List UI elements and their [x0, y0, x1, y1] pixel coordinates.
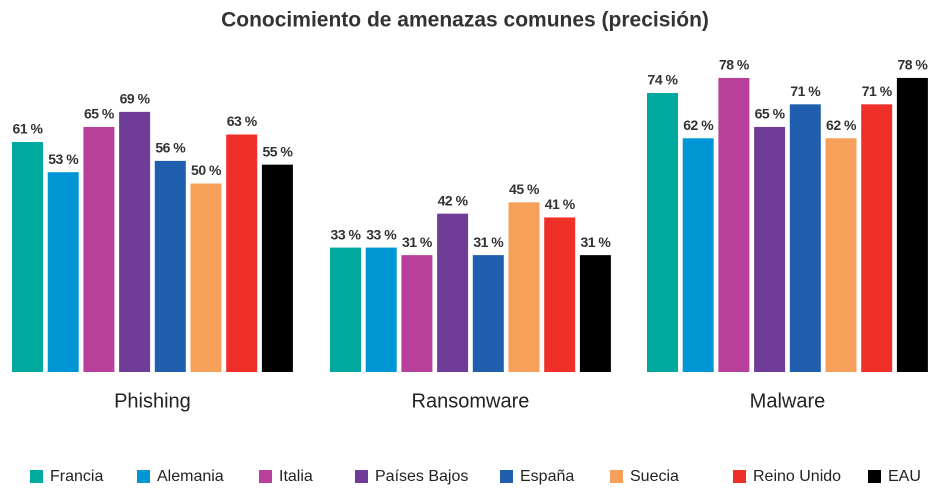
- data-label: 74 %: [648, 72, 679, 88]
- bar: [472, 255, 504, 372]
- data-label: 55 %: [262, 143, 293, 159]
- legend-label: Italia: [279, 468, 313, 485]
- bar: [401, 255, 433, 372]
- bar: [754, 126, 786, 372]
- data-label: 31 %: [473, 234, 504, 250]
- legend-swatch: [355, 470, 368, 483]
- data-label: 61 %: [13, 121, 44, 137]
- x-tick-label: Malware: [750, 390, 826, 412]
- bar: [789, 104, 821, 372]
- data-label: 62 %: [826, 117, 857, 133]
- legend-label: EAU: [888, 468, 921, 485]
- legend-swatch: [259, 470, 272, 483]
- legend-swatch: [500, 470, 513, 483]
- legend-swatch: [610, 470, 623, 483]
- data-label: 69 %: [120, 91, 151, 107]
- bar: [83, 126, 115, 372]
- bar: [261, 164, 293, 372]
- bar: [190, 183, 222, 372]
- chart-title: Conocimiento de amenazas comunes (precis…: [221, 9, 709, 32]
- legend-swatch: [137, 470, 150, 483]
- legend-label: Francia: [50, 468, 103, 485]
- bar: [861, 104, 893, 372]
- bar: [718, 77, 750, 372]
- data-label: 53 %: [48, 151, 79, 167]
- bar: [47, 172, 79, 372]
- data-label: 33 %: [366, 226, 397, 242]
- data-label: 33 %: [331, 226, 362, 242]
- legend-label: España: [520, 468, 574, 485]
- bar: [647, 93, 678, 373]
- legend-swatch: [868, 470, 881, 483]
- bar: [544, 217, 576, 372]
- bar: [579, 255, 611, 372]
- data-label: 42 %: [438, 192, 469, 208]
- legend-swatch: [733, 470, 746, 483]
- legend-label: Alemania: [157, 468, 224, 485]
- bar: [119, 111, 151, 373]
- data-label: 71 %: [862, 83, 893, 99]
- data-label: 56 %: [155, 140, 186, 156]
- bar: [330, 247, 361, 372]
- bar: [437, 213, 469, 372]
- bar: [896, 77, 928, 372]
- bar: [12, 142, 43, 372]
- bar: [508, 202, 540, 372]
- data-label: 65 %: [755, 106, 786, 122]
- bar: [365, 247, 397, 372]
- data-label: 62 %: [683, 117, 714, 133]
- bar: [825, 138, 857, 372]
- data-label: 78 %: [719, 57, 750, 73]
- legend-swatch: [30, 470, 43, 483]
- data-label: 65 %: [84, 106, 115, 122]
- bar: [154, 160, 186, 372]
- data-label: 63 %: [227, 113, 258, 129]
- data-label: 31 %: [402, 234, 433, 250]
- data-label: 45 %: [509, 181, 540, 197]
- bar: [226, 134, 258, 372]
- legend-label: Reino Unido: [753, 468, 841, 485]
- bar: [682, 138, 714, 372]
- data-label: 31 %: [580, 234, 611, 250]
- legend-label: Países Bajos: [375, 468, 468, 485]
- data-label: 41 %: [545, 196, 576, 212]
- x-tick-label: Ransomware: [412, 390, 530, 412]
- legend-label: Suecia: [630, 468, 679, 485]
- data-label: 78 %: [897, 57, 928, 73]
- data-label: 50 %: [191, 162, 222, 178]
- data-label: 71 %: [790, 83, 821, 99]
- x-tick-label: Phishing: [114, 390, 191, 412]
